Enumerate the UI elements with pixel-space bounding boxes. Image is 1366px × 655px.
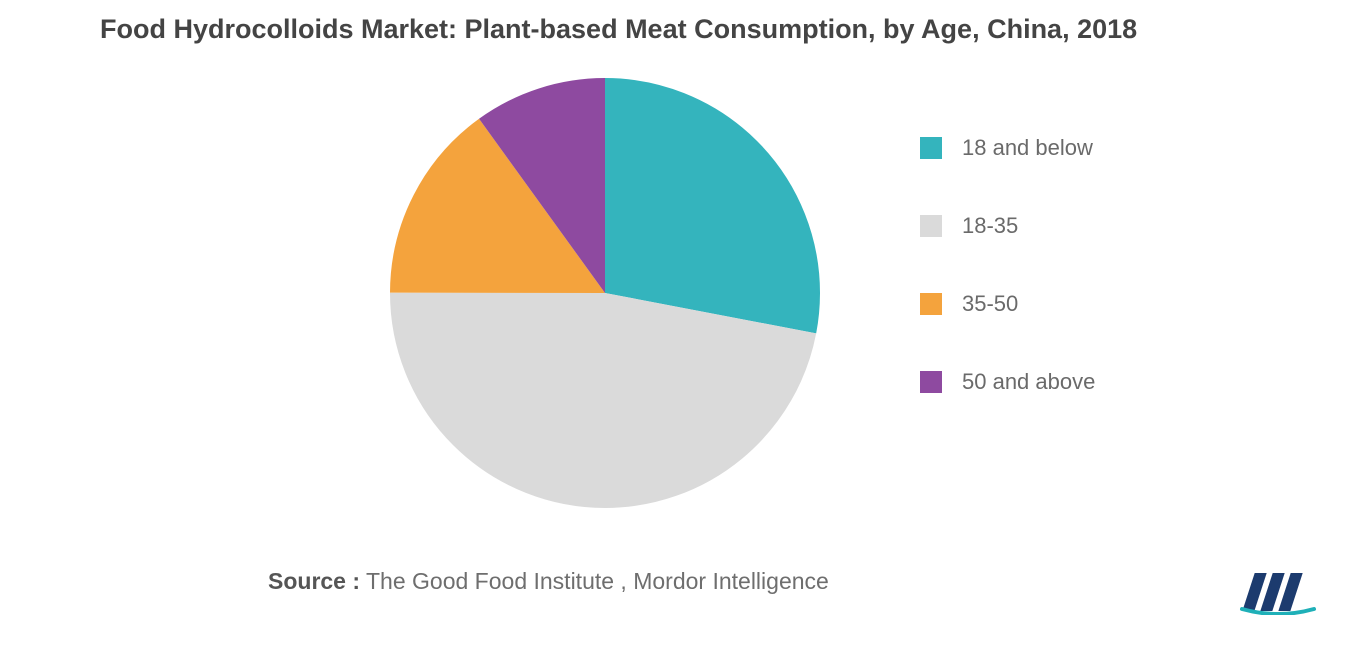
legend-label: 50 and above [962, 369, 1095, 395]
chart-title: Food Hydrocolloids Market: Plant-based M… [100, 14, 1137, 45]
source-prefix: Source : [268, 568, 360, 594]
legend-item: 18-35 [920, 213, 1095, 239]
legend-label: 18 and below [962, 135, 1093, 161]
legend-item: 18 and below [920, 135, 1095, 161]
legend-swatch [920, 137, 942, 159]
brand-logo-icon [1238, 569, 1318, 615]
source-line: Source : The Good Food Institute , Mordo… [268, 568, 829, 595]
legend-item: 35-50 [920, 291, 1095, 317]
legend: 18 and below 18-35 35-50 50 and above [920, 135, 1095, 447]
legend-swatch [920, 293, 942, 315]
legend-label: 18-35 [962, 213, 1018, 239]
legend-label: 35-50 [962, 291, 1018, 317]
legend-item: 50 and above [920, 369, 1095, 395]
source-text: The Good Food Institute , Mordor Intelli… [360, 568, 829, 594]
legend-swatch [920, 371, 942, 393]
legend-swatch [920, 215, 942, 237]
pie-chart [390, 78, 820, 508]
pie-svg [390, 78, 820, 508]
